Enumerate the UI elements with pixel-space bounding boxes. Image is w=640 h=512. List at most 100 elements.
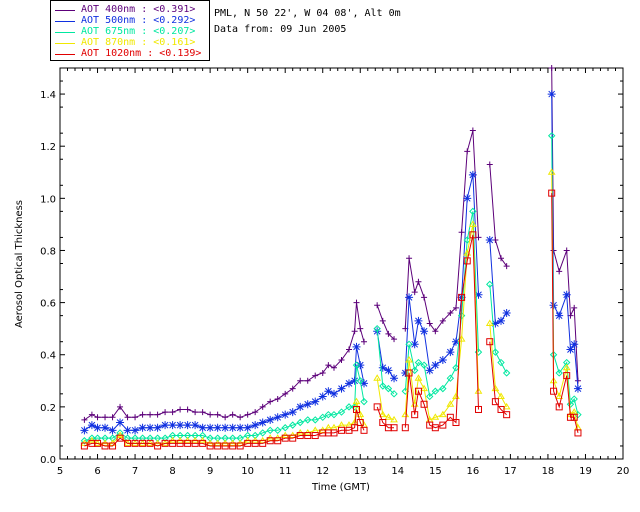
data-point-0-33 bbox=[325, 362, 332, 369]
data-point-2-39 bbox=[356, 377, 364, 385]
data-point-4-62 bbox=[486, 338, 494, 346]
data-point-1-25 bbox=[266, 415, 275, 424]
data-point-3-45 bbox=[390, 415, 398, 423]
data-point-0-10 bbox=[154, 411, 161, 418]
data-point-2-24 bbox=[258, 429, 267, 437]
data-point-1-36 bbox=[345, 379, 354, 388]
series-line-1-3 bbox=[489, 239, 508, 325]
data-point-4-4 bbox=[109, 442, 117, 450]
legend-value-1020nm: <0.139> bbox=[159, 48, 202, 59]
legend-label-1020nm: AOT 1020nm : bbox=[81, 48, 160, 59]
data-point-1-13 bbox=[176, 421, 185, 430]
data-point-3-47 bbox=[401, 410, 410, 418]
data-point-0-64 bbox=[498, 255, 505, 262]
data-point-0-17 bbox=[207, 411, 214, 418]
data-point-3-50 bbox=[414, 374, 423, 381]
data-point-4-65 bbox=[503, 411, 511, 419]
data-point-1-17 bbox=[206, 423, 215, 432]
data-point-0-30 bbox=[304, 377, 311, 384]
data-point-4-31 bbox=[311, 432, 319, 440]
data-point-4-39 bbox=[356, 419, 364, 427]
y-axis-ticks: 0.0 0.2 0.4 0.6 0.8 1.0 1.2 1.4 bbox=[40, 80, 623, 466]
data-point-1-58 bbox=[463, 194, 472, 203]
data-point-4-26 bbox=[274, 437, 282, 445]
data-point-4-43 bbox=[379, 419, 387, 427]
y-tick-label-5: 1.0 bbox=[40, 194, 56, 205]
data-point-0-21 bbox=[237, 414, 244, 421]
data-point-1-33 bbox=[324, 387, 333, 396]
data-point-3-48 bbox=[405, 355, 413, 363]
legend-label-500nm: AOT 500nm : bbox=[81, 15, 154, 26]
data-point-4-22 bbox=[244, 439, 252, 447]
data-point-0-19 bbox=[222, 414, 229, 421]
data-point-0-67 bbox=[548, 65, 555, 71]
data-point-0-34 bbox=[330, 364, 337, 371]
data-point-3-38 bbox=[352, 397, 361, 405]
data-point-1-32 bbox=[318, 392, 327, 401]
data-point-1-44 bbox=[384, 366, 393, 375]
data-point-4-13 bbox=[176, 439, 184, 447]
data-point-2-53 bbox=[431, 387, 440, 395]
legend-label-400nm: AOT 400nm : bbox=[81, 4, 154, 15]
series-line-0-2 bbox=[404, 130, 479, 333]
data-point-2-56 bbox=[452, 364, 460, 372]
data-point-0-24 bbox=[259, 403, 266, 410]
data-point-1-8 bbox=[138, 423, 147, 432]
data-point-1-52 bbox=[425, 366, 434, 375]
x-tick-label-9: 14 bbox=[391, 466, 404, 477]
data-point-2-69 bbox=[555, 369, 563, 377]
x-axis-label: Time (GMT) bbox=[311, 482, 370, 493]
data-point-1-23 bbox=[251, 421, 260, 430]
data-point-0-38 bbox=[353, 299, 360, 306]
data-point-2-59 bbox=[469, 207, 477, 216]
x-tick-label-1: 6 bbox=[94, 466, 100, 477]
data-point-1-0 bbox=[80, 426, 89, 435]
data-point-0-31 bbox=[312, 372, 319, 379]
y-tick-label-3: 0.6 bbox=[40, 299, 56, 310]
data-point-1-65 bbox=[502, 309, 511, 318]
data-point-3-55 bbox=[446, 400, 455, 407]
data-point-1-35 bbox=[337, 384, 346, 393]
data-point-1-39 bbox=[356, 361, 365, 370]
data-point-4-0 bbox=[80, 442, 88, 450]
data-point-1-34 bbox=[329, 389, 338, 398]
legend-label-870nm: AOT 870nm : bbox=[81, 37, 154, 48]
data-point-1-38 bbox=[352, 342, 361, 351]
data-point-2-32 bbox=[319, 413, 327, 422]
data-point-2-30 bbox=[304, 416, 312, 424]
data-point-0-44 bbox=[385, 330, 392, 337]
x-tick-label-15: 20 bbox=[617, 466, 630, 477]
data-point-2-63 bbox=[491, 348, 500, 356]
legend: AOT 400nm : <0.391> AOT 500nm : <0.292> … bbox=[50, 0, 210, 61]
data-point-4-24 bbox=[259, 439, 267, 447]
data-point-4-18 bbox=[214, 442, 222, 450]
data-point-2-58 bbox=[463, 236, 471, 244]
data-point-0-3 bbox=[102, 414, 109, 421]
data-point-1-62 bbox=[485, 236, 494, 245]
data-point-0-60 bbox=[475, 234, 482, 241]
y-tick-label-7: 1.4 bbox=[40, 90, 56, 101]
data-point-1-50 bbox=[414, 316, 423, 325]
data-point-4-37 bbox=[351, 424, 359, 432]
data-point-4-70 bbox=[563, 372, 571, 380]
data-point-0-70 bbox=[563, 247, 570, 254]
data-point-4-35 bbox=[338, 426, 345, 434]
data-point-0-55 bbox=[447, 310, 454, 317]
data-point-4-67 bbox=[548, 189, 556, 197]
data-point-3-53 bbox=[431, 413, 440, 420]
date-info: Data from: 09 Jun 2005 bbox=[214, 24, 347, 35]
series-aot-675nm bbox=[80, 132, 582, 445]
data-point-3-44 bbox=[384, 413, 393, 420]
data-point-1-72 bbox=[570, 340, 579, 349]
data-point-4-23 bbox=[251, 439, 259, 447]
data-point-0-5 bbox=[117, 403, 124, 410]
data-point-4-8 bbox=[139, 439, 147, 447]
y-tick-label-6: 1.2 bbox=[40, 142, 56, 153]
data-point-0-28 bbox=[289, 385, 296, 392]
data-point-2-26 bbox=[273, 426, 282, 435]
data-point-1-63 bbox=[491, 319, 500, 328]
data-point-4-69 bbox=[555, 403, 563, 411]
data-point-0-40 bbox=[361, 338, 368, 345]
data-point-2-44 bbox=[384, 384, 393, 393]
data-point-3-2 bbox=[93, 439, 102, 446]
